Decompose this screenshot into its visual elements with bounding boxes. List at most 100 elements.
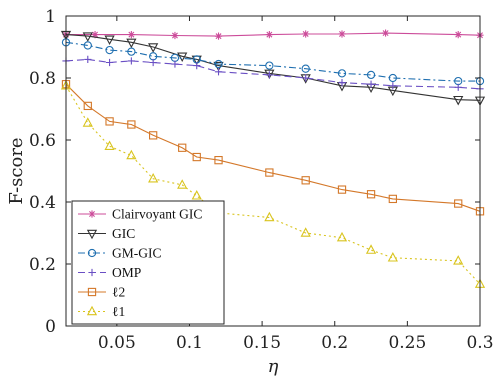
data-point [177, 179, 188, 189]
data-point [454, 31, 462, 39]
data-point [192, 152, 201, 162]
data-point [127, 31, 135, 39]
legend-box [71, 200, 225, 325]
x-tick-label: 0.25 [388, 333, 426, 353]
x-tick-label: 0.3 [466, 333, 493, 353]
data-point [84, 55, 92, 63]
data-point [337, 185, 347, 194]
data-point [366, 70, 376, 80]
data-point [265, 71, 273, 79]
plot-frame [65, 15, 481, 327]
y-tick-label: 0 [45, 317, 56, 337]
legend-marker [88, 210, 96, 218]
data-point [193, 62, 201, 70]
x-tick-label: 0.05 [98, 333, 136, 353]
x-axis-title: η [268, 356, 279, 377]
x-tick-label: 0.1 [176, 333, 203, 353]
data-point [389, 82, 397, 90]
legend-label: OMP [112, 265, 141, 280]
data-point [105, 45, 114, 55]
legend-marker [87, 248, 97, 258]
y-tick-label: 1 [45, 7, 56, 27]
series-line [65, 83, 481, 212]
data-point [91, 31, 99, 39]
data-point [387, 252, 398, 262]
data-point [127, 57, 135, 65]
data-point [453, 255, 464, 265]
data-point [453, 95, 464, 106]
data-point [171, 31, 179, 40]
series-line [65, 34, 481, 101]
data-point [265, 61, 274, 70]
y-tick-label: 0.6 [29, 131, 56, 151]
legend-label: GIC [112, 226, 135, 241]
data-point [148, 172, 159, 183]
legend: Clairvoyant GIC GIC GM-GIC OMP ℓ2 ℓ1 [71, 200, 225, 325]
y-tick-label: 0.2 [29, 255, 56, 275]
legend-label: Clairvoyant GIC [112, 207, 202, 222]
data-point [365, 244, 377, 254]
series-3 [62, 55, 484, 93]
data-point [104, 35, 115, 46]
legend-label: GM-GIC [112, 246, 162, 261]
legend-marker [86, 305, 98, 316]
data-point [454, 83, 462, 91]
data-point [214, 68, 223, 76]
series-line [65, 58, 481, 90]
data-point [213, 61, 224, 72]
series-0 [62, 29, 484, 40]
data-point [300, 227, 311, 237]
data-point [82, 32, 93, 42]
data-point [301, 176, 310, 185]
data-point [126, 149, 137, 160]
data-point [336, 231, 348, 242]
x-tick-label: 0.15 [243, 333, 281, 353]
data-point [148, 43, 159, 53]
data-point [191, 190, 202, 200]
data-point [337, 69, 347, 78]
data-point [214, 59, 223, 69]
data-point [454, 199, 463, 208]
legend-marker [87, 287, 97, 297]
data-point [265, 31, 273, 39]
data-point [104, 140, 115, 150]
data-point [105, 117, 114, 126]
data-point [126, 38, 137, 49]
data-point [214, 32, 223, 40]
y-tick-label: 0.8 [29, 69, 56, 89]
y-axis-title: F-score [6, 137, 27, 204]
data-point [82, 117, 93, 127]
data-point [367, 80, 375, 88]
data-point [381, 29, 390, 37]
data-point [177, 52, 188, 63]
y-tick-label: 0.4 [29, 193, 56, 213]
data-point [302, 30, 310, 38]
data-point [388, 194, 397, 204]
data-point [127, 120, 136, 129]
data-point [302, 74, 310, 82]
legend-label: ℓ1 [112, 304, 125, 319]
data-point [214, 156, 223, 165]
legend-label: ℓ2 [112, 285, 125, 300]
data-point [264, 211, 275, 222]
data-point [83, 41, 92, 50]
data-point [338, 79, 346, 87]
data-point [83, 101, 92, 111]
legend-marker [86, 229, 98, 240]
data-point [388, 73, 397, 83]
legend-marker [88, 268, 96, 277]
series-group [60, 29, 486, 288]
data-point [338, 30, 346, 38]
x-tick-label: 0.2 [321, 333, 348, 353]
data-point [178, 143, 187, 152]
series-1 [60, 30, 486, 107]
data-point [301, 64, 310, 73]
data-point [127, 47, 136, 56]
data-point [265, 168, 274, 177]
data-point [149, 131, 158, 140]
axes: 0.05 0.1 0.15 0.2 0.25 0.3 0 0.2 0.4 0.6 0.8 1 η F-sc… [6, 7, 494, 377]
series-4 [61, 80, 485, 216]
series-line [65, 41, 480, 82]
data-point [149, 58, 157, 67]
